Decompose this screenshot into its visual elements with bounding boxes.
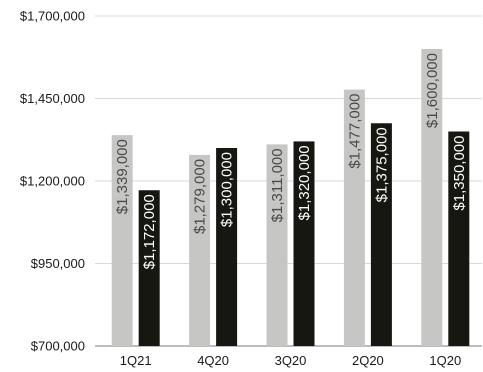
bar xyxy=(421,49,443,346)
x-tick-label: 4Q20 xyxy=(197,353,229,368)
data-label: $1,300,000 xyxy=(219,152,236,227)
bar xyxy=(293,141,315,346)
data-label: $1,375,000 xyxy=(373,127,390,202)
y-tick-label: $1,700,000 xyxy=(20,9,85,24)
x-axis-category-labels: 1Q21 4Q20 3Q20 2Q20 1Q20 xyxy=(120,353,461,368)
data-label: $1,311,000 xyxy=(269,148,286,222)
x-tick-label: 1Q20 xyxy=(429,353,461,368)
data-label: $1,339,000 xyxy=(114,139,131,214)
x-tick-label: 1Q21 xyxy=(120,353,152,368)
data-label: $1,477,000 xyxy=(346,94,363,169)
y-tick-label: $950,000 xyxy=(31,256,85,271)
bars xyxy=(111,49,470,346)
bar xyxy=(216,148,238,346)
data-labels: $1,339,000 $1,172,000 $1,279,000 $1,300,000… xyxy=(114,53,468,269)
y-tick-label: $1,200,000 xyxy=(20,174,85,189)
bar xyxy=(266,144,288,346)
bar xyxy=(189,154,211,346)
y-tick-label: $700,000 xyxy=(31,339,85,354)
y-axis-tick-labels: $700,000 $950,000 $1,200,000 $1,450,000 $1,7… xyxy=(20,9,85,354)
x-tick-label: 3Q20 xyxy=(275,353,307,368)
data-label: $1,172,000 xyxy=(141,194,158,269)
data-label: $1,600,000 xyxy=(424,53,441,128)
y-tick-label: $1,450,000 xyxy=(20,91,85,106)
bar xyxy=(111,135,133,346)
bar xyxy=(138,190,160,346)
bar xyxy=(343,89,365,346)
x-tick-label: 2Q20 xyxy=(352,353,384,368)
data-label: $1,320,000 xyxy=(296,145,313,220)
data-label: $1,279,000 xyxy=(192,159,209,234)
bar xyxy=(370,123,392,346)
data-label: $1,350,000 xyxy=(451,136,468,211)
bar xyxy=(448,131,470,346)
